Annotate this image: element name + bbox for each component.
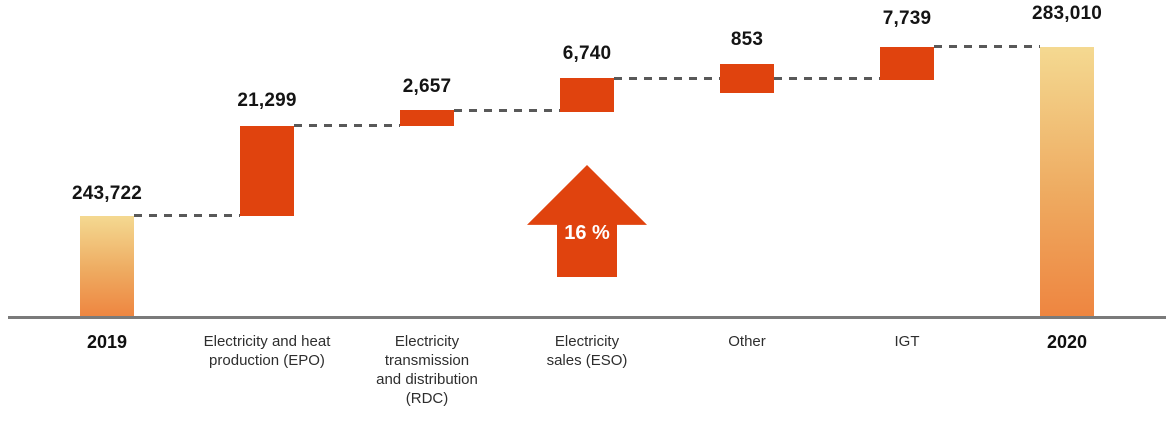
- category-label-epo: Electricity and heat production (EPO): [203, 333, 331, 370]
- value-label-other: 853: [730, 29, 764, 50]
- bar-rdc-increase: [400, 110, 454, 126]
- bar-igt-increase: [880, 47, 934, 80]
- bar-epo-increase: [240, 126, 294, 216]
- connector-line-rdc-eso: [454, 109, 560, 112]
- growth-arrow-icon: 16 %: [527, 165, 647, 277]
- connector-line-other-igt: [774, 77, 880, 80]
- value-label-rdc: 2,657: [402, 76, 452, 97]
- bar-eso-increase: [560, 78, 614, 112]
- category-label-eso: Electricity sales (ESO): [546, 333, 628, 370]
- value-label-2020: 283,010: [1031, 3, 1103, 24]
- value-label-2019: 243,722: [71, 183, 143, 204]
- bar-2019-total: [80, 216, 134, 317]
- connector-line-igt-2020: [934, 45, 1040, 48]
- growth-arrow-label: 16 %: [564, 222, 610, 244]
- category-label-igt: IGT: [894, 333, 920, 350]
- category-label-2019: 2019: [86, 332, 128, 352]
- connector-line-epo-rdc: [294, 124, 400, 127]
- category-label-2020: 2020: [1046, 332, 1088, 352]
- value-label-epo: 21,299: [237, 90, 297, 111]
- value-label-igt: 7,739: [882, 8, 932, 29]
- value-label-eso: 6,740: [562, 43, 612, 64]
- category-label-other: Other: [728, 333, 766, 350]
- connector-line-eso-other: [614, 77, 720, 80]
- bar-2020-total: [1040, 47, 1094, 317]
- baseline-axis: [8, 316, 1166, 319]
- bar-other-increase: [720, 64, 774, 93]
- connector-line-2019-epo: [134, 214, 240, 217]
- category-label-rdc: Electricity transmission and distributio…: [376, 333, 478, 408]
